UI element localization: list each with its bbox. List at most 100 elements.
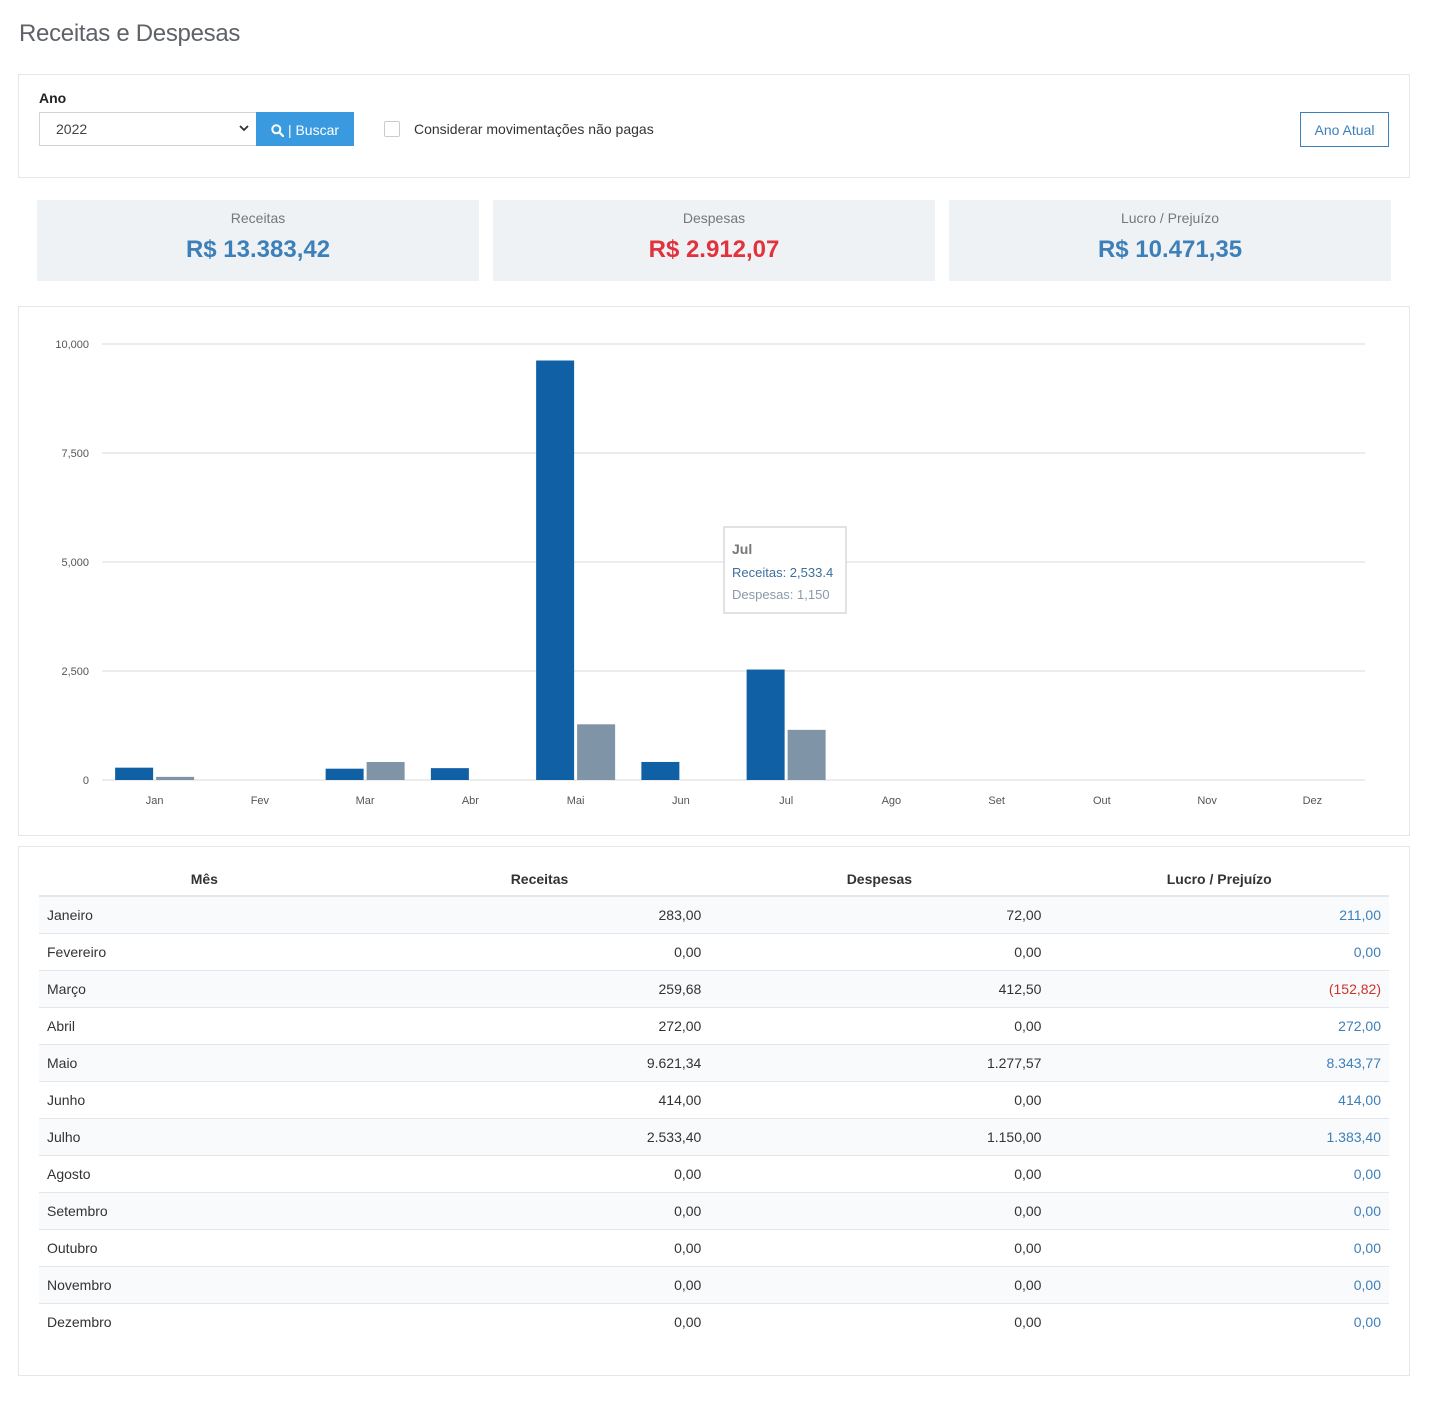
x-tick-label: Dez: [1303, 795, 1323, 807]
cell-despesas: 0,00: [709, 1007, 1050, 1045]
unpaid-checkbox-label[interactable]: Considerar movimentações não pagas: [414, 121, 654, 137]
cell-lucro: 0,00: [1049, 1266, 1389, 1304]
header-receitas: Receitas: [369, 862, 710, 897]
summary-card-despesas: Despesas R$ 2.912,07: [493, 200, 935, 281]
cell-receitas: 0,00: [369, 933, 710, 971]
cell-receitas: 259,68: [369, 970, 710, 1008]
bar-receitas-jul: [746, 669, 785, 780]
cell-receitas: 272,00: [369, 1007, 710, 1045]
cell-month: Março: [39, 970, 370, 1008]
cell-receitas: 0,00: [369, 1192, 710, 1230]
table-panel: Mês Receitas Despesas Lucro / Prejuízo J…: [18, 846, 1410, 1376]
cell-month: Maio: [39, 1044, 370, 1082]
x-tick-label: Jul: [779, 795, 793, 807]
cell-lucro: 0,00: [1049, 933, 1389, 971]
header-despesas: Despesas: [709, 862, 1050, 897]
table-row: Março 259,68 412,50 (152,82): [39, 970, 1389, 1008]
y-tick-label: 10,000: [55, 339, 89, 351]
table-row: Junho 414,00 0,00 414,00: [39, 1081, 1389, 1119]
monthly-table: Mês Receitas Despesas Lucro / Prejuízo J…: [39, 862, 1389, 1340]
year-select[interactable]: 2022: [39, 112, 257, 146]
table-row: Setembro 0,00 0,00 0,00: [39, 1192, 1389, 1230]
cell-month: Agosto: [39, 1155, 370, 1193]
table-row: Fevereiro 0,00 0,00 0,00: [39, 933, 1389, 971]
cell-despesas: 0,00: [709, 1266, 1050, 1304]
year-label: Ano: [39, 90, 67, 106]
chart-tooltip: [723, 526, 847, 614]
cell-receitas: 0,00: [369, 1155, 710, 1193]
cell-despesas: 0,00: [709, 1155, 1050, 1193]
bar-despesas-mar: [366, 762, 405, 780]
summary-value: R$ 2.912,07: [648, 236, 780, 263]
page-title: Receitas e Despesas: [19, 20, 241, 47]
cell-receitas: 0,00: [369, 1229, 710, 1267]
search-button[interactable]: | Buscar: [256, 112, 354, 146]
summary-card-receitas: Receitas R$ 13.383,42: [37, 200, 479, 281]
current-year-button[interactable]: Ano Atual: [1300, 112, 1389, 147]
year-select-value: 2022: [56, 121, 88, 137]
cell-despesas: 1.277,57: [709, 1044, 1050, 1082]
y-tick-label: 5,000: [61, 557, 89, 569]
cell-despesas: 0,00: [709, 1303, 1050, 1340]
cell-lucro: 0,00: [1049, 1155, 1389, 1193]
x-tick-label: Fev: [251, 795, 270, 807]
tooltip-line: Despesas: 1,150: [732, 587, 830, 602]
x-tick-label: Out: [1093, 795, 1111, 807]
cell-month: Outubro: [39, 1229, 370, 1267]
unpaid-checkbox-wrap[interactable]: Considerar movimentações não pagas: [384, 120, 654, 138]
cell-lucro: 0,00: [1049, 1192, 1389, 1230]
bar-receitas-mai: [536, 360, 575, 780]
table-row: Janeiro 283,00 72,00 211,00: [39, 895, 1389, 934]
cell-despesas: 0,00: [709, 1081, 1050, 1119]
tooltip-title: Jul: [732, 541, 752, 557]
x-tick-label: Ago: [882, 795, 902, 807]
cell-receitas: 9.621,34: [369, 1044, 710, 1082]
table-row: Novembro 0,00 0,00 0,00: [39, 1266, 1389, 1304]
cell-receitas: 0,00: [369, 1303, 710, 1340]
table-row: Julho 2.533,40 1.150,00 1.383,40: [39, 1118, 1389, 1156]
cell-despesas: 1.150,00: [709, 1118, 1050, 1156]
header-lucro: Lucro / Prejuízo: [1049, 862, 1389, 897]
cell-lucro: 1.383,40: [1049, 1118, 1389, 1156]
cell-receitas: 0,00: [369, 1266, 710, 1304]
y-tick-label: 2,500: [61, 666, 89, 678]
chevron-down-icon: [238, 113, 250, 157]
x-tick-label: Mar: [356, 795, 375, 807]
cell-despesas: 72,00: [709, 895, 1050, 934]
table-row: Dezembro 0,00 0,00 0,00: [39, 1303, 1389, 1340]
cell-lucro: 0,00: [1049, 1229, 1389, 1267]
bar-receitas-mar: [325, 768, 364, 780]
table-row: Maio 9.621,34 1.277,57 8.343,77: [39, 1044, 1389, 1082]
cell-despesas: 0,00: [709, 933, 1050, 971]
bar-receitas-jun: [641, 761, 680, 780]
table-row: Agosto 0,00 0,00 0,00: [39, 1155, 1389, 1193]
cell-lucro: 8.343,77: [1049, 1044, 1389, 1082]
search-icon: [271, 124, 285, 138]
cell-month: Setembro: [39, 1192, 370, 1230]
cell-despesas: 0,00: [709, 1229, 1050, 1267]
cell-month: Junho: [39, 1081, 370, 1119]
cell-despesas: 412,50: [709, 970, 1050, 1008]
cell-receitas: 414,00: [369, 1081, 710, 1119]
cell-lucro: 272,00: [1049, 1007, 1389, 1045]
cell-lucro: (152,82): [1049, 970, 1389, 1008]
summary-value: R$ 10.471,35: [1097, 236, 1243, 263]
unpaid-checkbox[interactable]: [384, 121, 400, 137]
summary-label: Lucro / Prejuízo: [1120, 210, 1220, 226]
cell-despesas: 0,00: [709, 1192, 1050, 1230]
tooltip-line: Receitas: 2,533.4: [732, 565, 833, 580]
cell-month: Fevereiro: [39, 933, 370, 971]
x-tick-label: Jan: [146, 795, 164, 807]
y-tick-label: 7,500: [61, 448, 89, 460]
cell-lucro: 0,00: [1049, 1303, 1389, 1340]
header-month: Mês: [39, 862, 370, 897]
bar-receitas-jan: [115, 767, 154, 780]
bar-despesas-jan: [156, 776, 195, 780]
summary-value: R$ 13.383,42: [185, 236, 331, 263]
table-row: Abril 272,00 0,00 272,00: [39, 1007, 1389, 1045]
filter-panel: Ano 2022 | Buscar Considerar movimentaçõ…: [18, 74, 1410, 178]
bar-chart: 0 2,500 5,000 7,500 10,000 Jan Fev Mar Abr Mai Jun…: [55, 339, 1365, 807]
x-tick-label: Abr: [462, 795, 479, 807]
bar-despesas-mai: [577, 724, 616, 780]
summary-label: Despesas: [682, 210, 746, 226]
